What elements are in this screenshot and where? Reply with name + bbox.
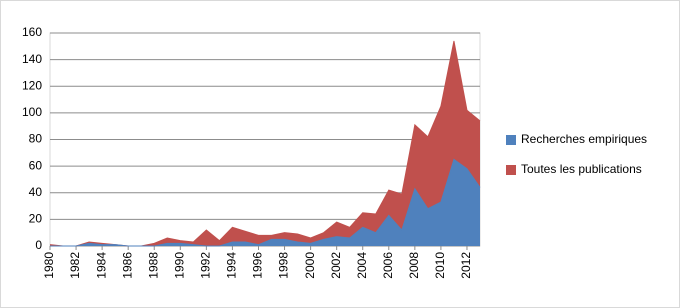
x-tick-label: 2010	[433, 252, 447, 279]
y-tick-label: 140	[22, 52, 42, 66]
x-tick-label: 1994	[225, 252, 239, 279]
area-fill	[50, 159, 480, 246]
y-tick-label: 160	[22, 25, 42, 39]
y-tick-label: 60	[29, 158, 43, 172]
y-tick-label: 20	[29, 212, 43, 226]
x-tick-label: 2000	[303, 252, 317, 279]
legend-label: Recherches empiriques	[521, 132, 647, 146]
x-tick-label: 1984	[94, 252, 108, 279]
y-tick-label: 0	[35, 238, 42, 252]
x-tick-label: 2006	[381, 252, 395, 279]
x-tick-label: 1990	[172, 252, 186, 279]
x-tick-label: 1992	[199, 252, 213, 279]
x-tick-label: 2008	[407, 252, 421, 279]
x-tick-label: 1982	[68, 252, 82, 279]
x-tick-label: 2012	[459, 252, 473, 279]
y-tick-label: 80	[29, 132, 43, 146]
x-tick-label: 1988	[146, 252, 160, 279]
x-tick-label: 1996	[251, 252, 265, 279]
x-tick-label: 1986	[120, 252, 134, 279]
legend-label: Toutes les publications	[521, 162, 642, 176]
x-tick-label: 2004	[355, 252, 369, 279]
y-tick-label: 120	[22, 78, 42, 92]
y-tick-label: 40	[29, 185, 43, 199]
area-outline	[50, 158, 481, 247]
x-tick-label: 2002	[329, 252, 343, 279]
x-tick-label: 1980	[42, 252, 56, 279]
y-tick-label: 100	[22, 105, 42, 119]
legend-swatch	[506, 165, 516, 175]
legend-swatch	[506, 135, 516, 145]
x-tick-label: 1998	[277, 252, 291, 279]
